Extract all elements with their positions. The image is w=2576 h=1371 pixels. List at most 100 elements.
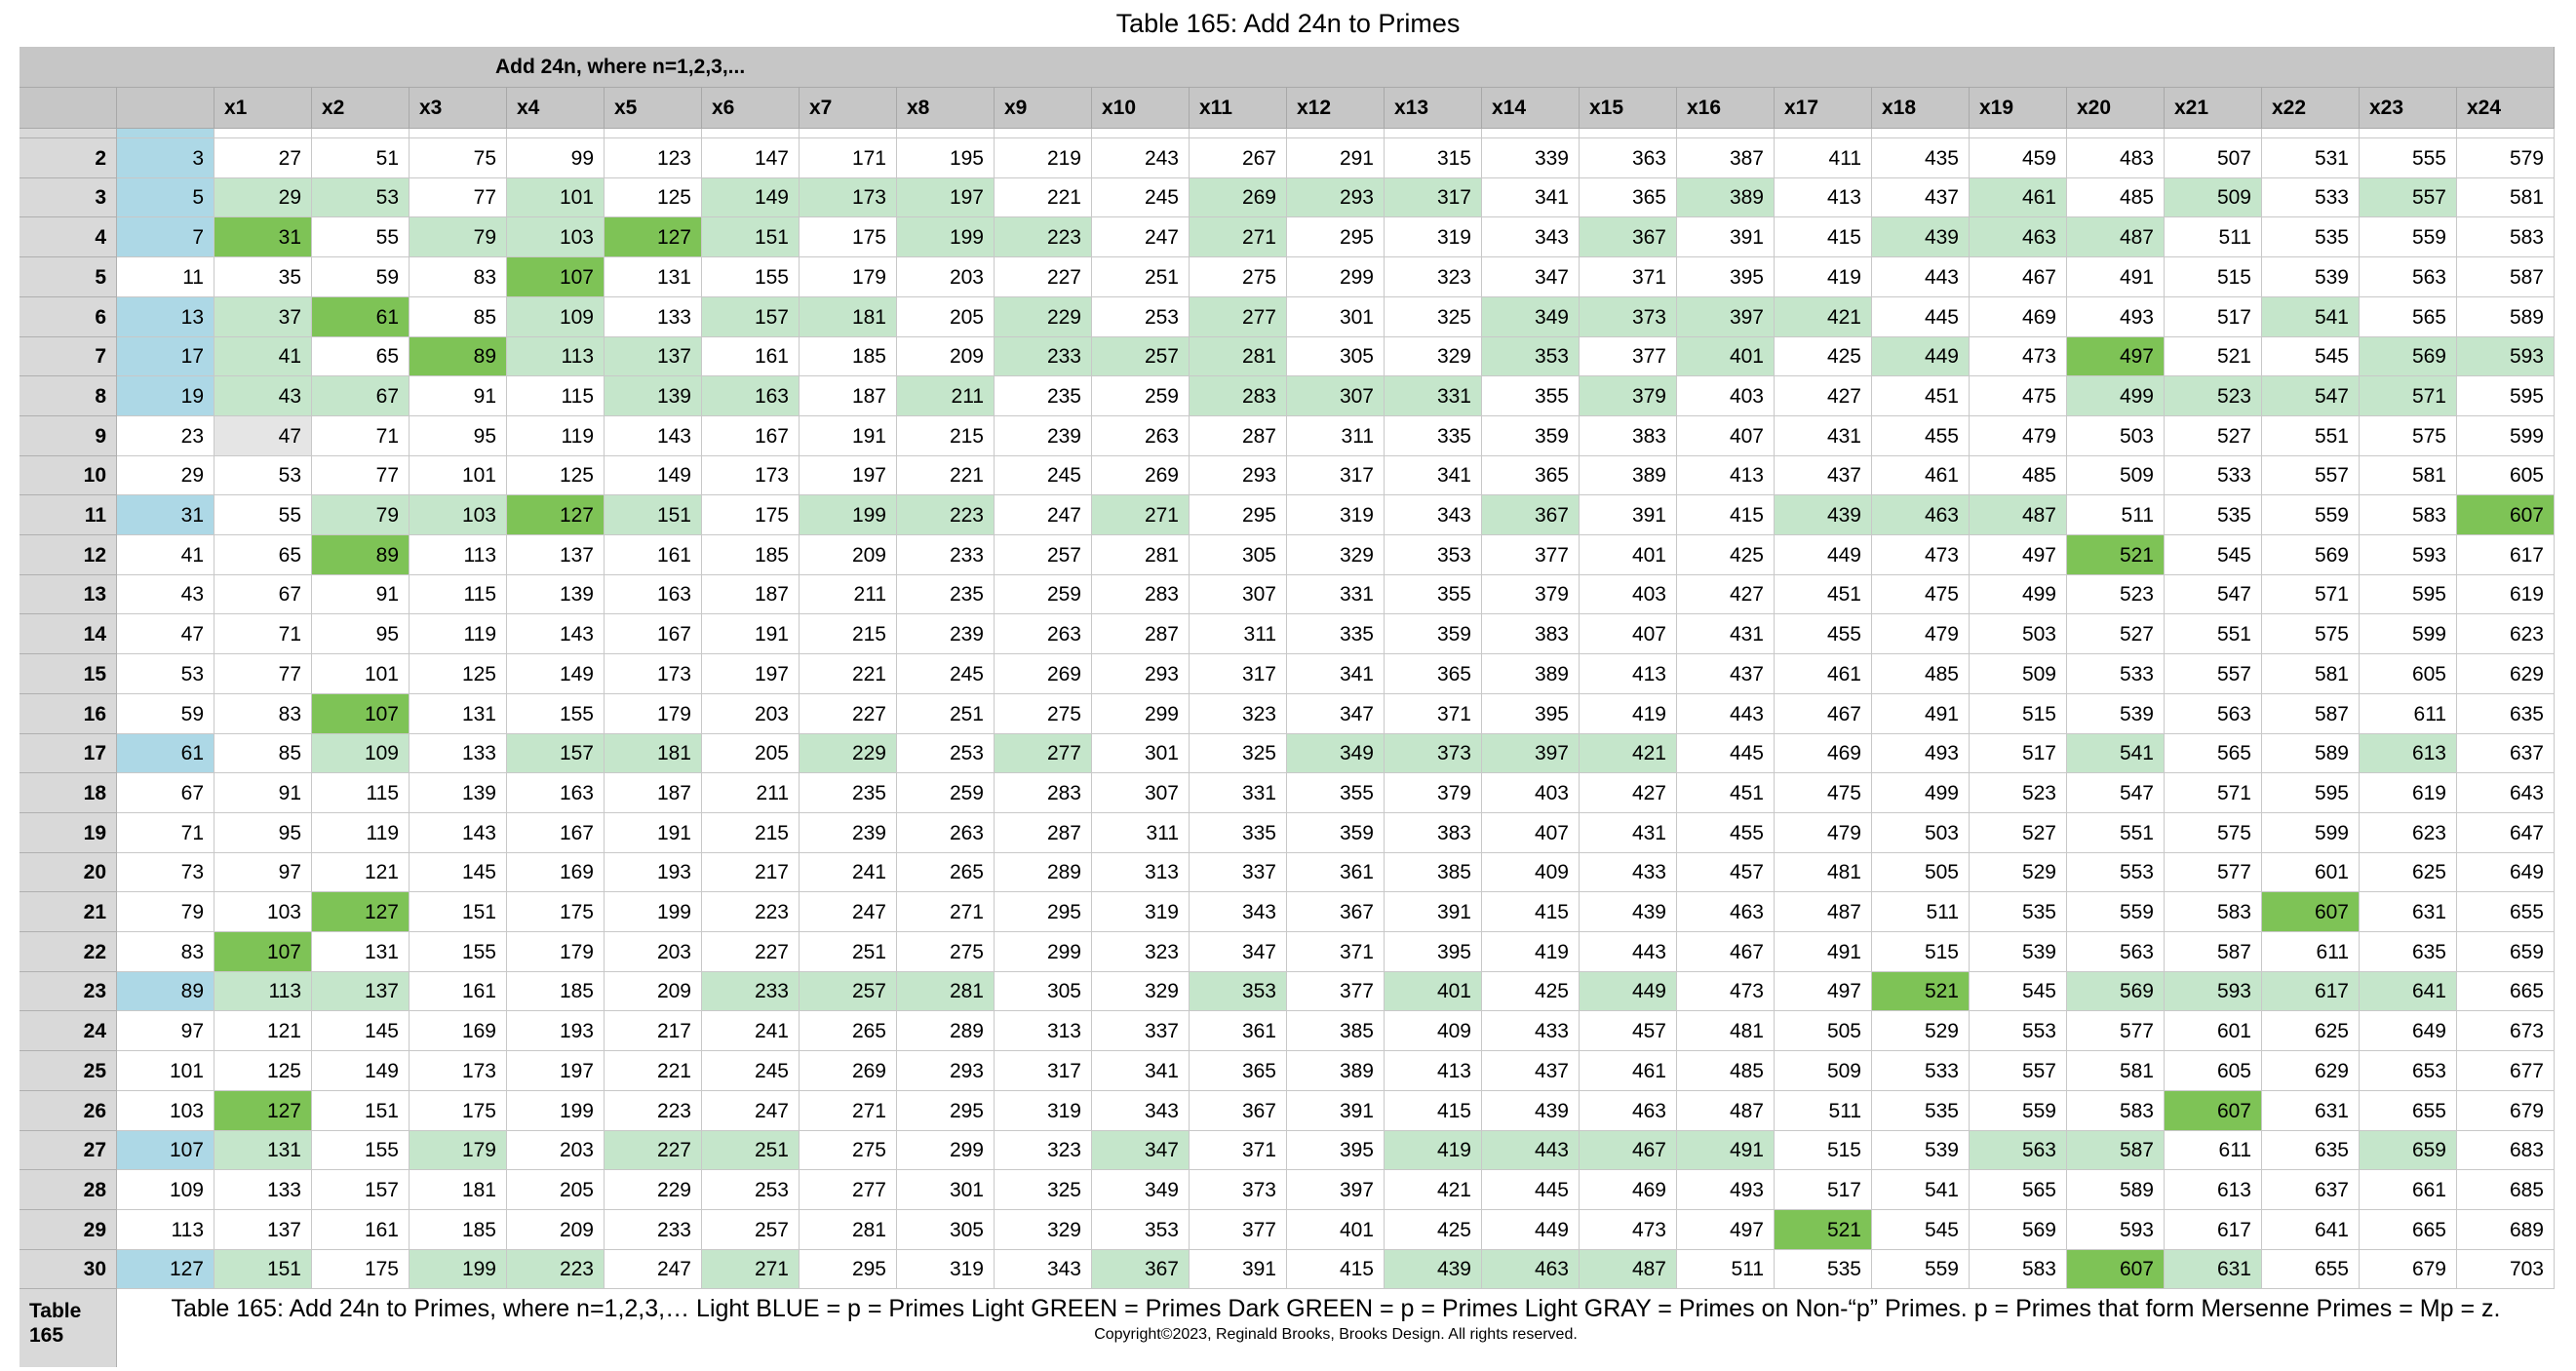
value-cell[interactable]: 221 (897, 456, 995, 495)
value-cell[interactable]: 611 (2360, 694, 2457, 734)
prime-cell[interactable]: 13 (117, 297, 215, 337)
value-cell[interactable]: 563 (2360, 257, 2457, 297)
value-cell[interactable]: 151 (605, 495, 702, 535)
value-cell[interactable]: 587 (2067, 1131, 2165, 1170)
value-cell[interactable]: 617 (2165, 1210, 2262, 1250)
value-cell[interactable]: 377 (1287, 972, 1385, 1011)
row-header[interactable]: 4 (20, 217, 117, 257)
value-cell[interactable]: 623 (2457, 614, 2555, 654)
value-cell[interactable]: 425 (1775, 337, 1872, 376)
value-cell[interactable]: 535 (1775, 1250, 1872, 1289)
value-cell[interactable]: 499 (1872, 773, 1970, 813)
value-cell[interactable]: 613 (2360, 734, 2457, 773)
value-cell[interactable]: 541 (2262, 297, 2360, 337)
value-cell[interactable]: 191 (800, 416, 897, 456)
row-header[interactable]: 10 (20, 456, 117, 495)
value-cell[interactable]: 299 (1092, 694, 1190, 734)
value-cell[interactable]: 319 (1385, 217, 1482, 257)
value-cell[interactable]: 305 (995, 972, 1092, 1011)
value-cell[interactable]: 389 (1580, 456, 1677, 495)
value-cell[interactable]: 391 (1385, 892, 1482, 932)
value-cell[interactable]: 305 (1287, 337, 1385, 376)
value-cell[interactable]: 527 (2067, 614, 2165, 654)
value-cell[interactable]: 281 (800, 1210, 897, 1250)
value-cell[interactable]: 703 (2457, 1250, 2555, 1289)
value-cell[interactable]: 131 (410, 694, 507, 734)
prime-cell[interactable]: 127 (117, 1250, 215, 1289)
value-cell[interactable]: 545 (1970, 972, 2067, 1011)
value-cell[interactable]: 219 (995, 138, 1092, 178)
value-cell[interactable]: 61 (312, 297, 410, 337)
value-cell[interactable]: 647 (2457, 813, 2555, 853)
value-cell[interactable]: 443 (1872, 257, 1970, 297)
value-cell[interactable]: 599 (2457, 416, 2555, 456)
value-cell[interactable]: 359 (1385, 614, 1482, 654)
value-cell[interactable]: 511 (2067, 495, 2165, 535)
row-header[interactable]: 29 (20, 1210, 117, 1250)
value-cell[interactable]: 673 (2457, 1011, 2555, 1051)
value-cell[interactable]: 563 (2165, 694, 2262, 734)
value-cell[interactable]: 137 (605, 337, 702, 376)
value-cell[interactable]: 233 (605, 1210, 702, 1250)
value-cell[interactable]: 143 (410, 813, 507, 853)
value-cell[interactable]: 619 (2360, 773, 2457, 813)
value-cell[interactable]: 579 (2457, 138, 2555, 178)
column-header-x4[interactable]: x4 (507, 88, 605, 129)
row-header[interactable]: 19 (20, 813, 117, 853)
value-cell[interactable]: 397 (1482, 734, 1580, 773)
value-cell[interactable]: 661 (2360, 1170, 2457, 1210)
value-cell[interactable]: 319 (1092, 892, 1190, 932)
value-cell[interactable]: 167 (702, 416, 800, 456)
value-cell[interactable]: 373 (1385, 734, 1482, 773)
value-cell[interactable]: 509 (1775, 1051, 1872, 1091)
value-cell[interactable]: 301 (897, 1170, 995, 1210)
value-cell[interactable]: 269 (1092, 456, 1190, 495)
value-cell[interactable]: 215 (800, 614, 897, 654)
value-cell[interactable]: 67 (312, 376, 410, 416)
value-cell[interactable]: 47 (215, 416, 312, 456)
value-cell[interactable]: 139 (605, 376, 702, 416)
value-cell[interactable]: 589 (2262, 734, 2360, 773)
value-cell[interactable]: 533 (1872, 1051, 1970, 1091)
value-cell[interactable]: 479 (1970, 416, 2067, 456)
value-cell[interactable]: 409 (1482, 853, 1580, 892)
value-cell[interactable]: 127 (605, 217, 702, 257)
value-cell[interactable]: 155 (507, 694, 605, 734)
value-cell[interactable]: 331 (1190, 773, 1287, 813)
value-cell[interactable]: 211 (897, 376, 995, 416)
value-cell[interactable]: 419 (1775, 257, 1872, 297)
prime-cell[interactable]: 19 (117, 376, 215, 416)
value-cell[interactable]: 511 (1677, 1250, 1775, 1289)
value-cell[interactable]: 415 (1775, 217, 1872, 257)
value-cell[interactable]: 203 (605, 932, 702, 972)
value-cell[interactable]: 173 (702, 456, 800, 495)
value-cell[interactable]: 197 (702, 654, 800, 694)
column-header-x15[interactable]: x15 (1580, 88, 1677, 129)
row-header[interactable]: 28 (20, 1170, 117, 1210)
value-cell[interactable]: 539 (2067, 694, 2165, 734)
column-header-x18[interactable]: x18 (1872, 88, 1970, 129)
value-cell[interactable]: 431 (1677, 614, 1775, 654)
value-cell[interactable]: 53 (215, 456, 312, 495)
value-cell[interactable]: 341 (1385, 456, 1482, 495)
value-cell[interactable]: 197 (800, 456, 897, 495)
value-cell[interactable]: 443 (1580, 932, 1677, 972)
value-cell[interactable]: 179 (800, 257, 897, 297)
value-cell[interactable]: 425 (1677, 535, 1775, 575)
value-cell[interactable]: 581 (2360, 456, 2457, 495)
value-cell[interactable]: 571 (2262, 575, 2360, 614)
value-cell[interactable]: 203 (507, 1131, 605, 1170)
value-cell[interactable]: 587 (2457, 257, 2555, 297)
row-header[interactable]: 14 (20, 614, 117, 654)
value-cell[interactable]: 629 (2457, 654, 2555, 694)
value-cell[interactable]: 551 (2067, 813, 2165, 853)
value-cell[interactable]: 487 (1677, 1091, 1775, 1131)
value-cell[interactable]: 601 (2262, 853, 2360, 892)
value-cell[interactable]: 77 (410, 178, 507, 217)
value-cell[interactable]: 509 (2067, 456, 2165, 495)
value-cell[interactable]: 175 (702, 495, 800, 535)
value-cell[interactable]: 103 (215, 892, 312, 932)
value-cell[interactable]: 131 (605, 257, 702, 297)
value-cell[interactable]: 563 (2067, 932, 2165, 972)
value-cell[interactable]: 649 (2457, 853, 2555, 892)
